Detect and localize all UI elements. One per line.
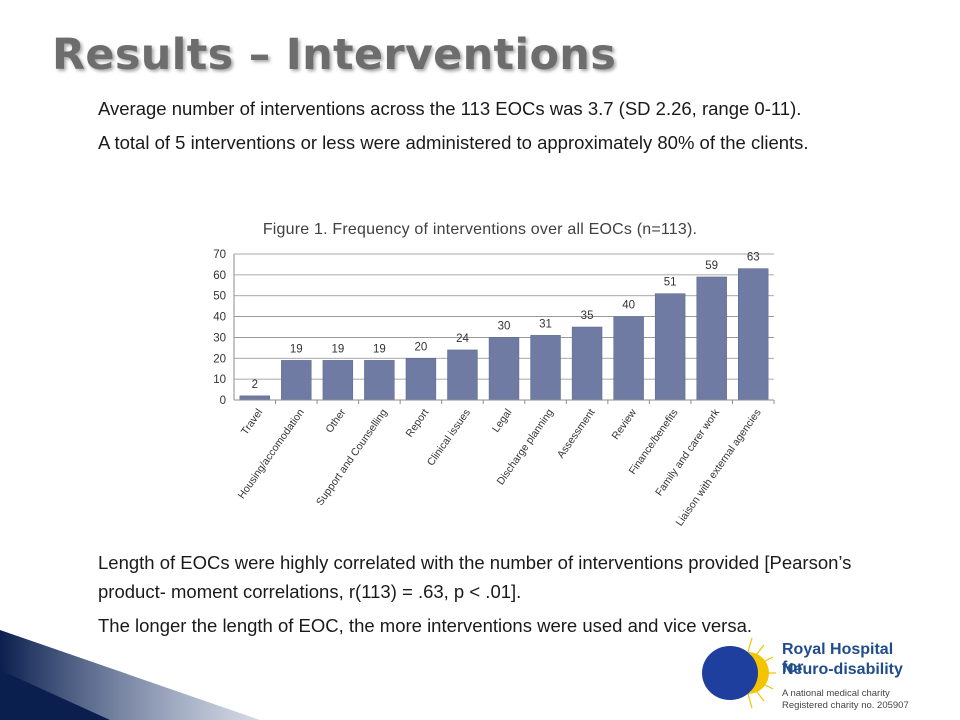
corner-gradient-shape [0,630,260,720]
data-label: 51 [664,277,677,289]
y-tick-label: 50 [213,291,226,303]
data-label: 63 [747,252,760,264]
x-tick-label: Legal [490,407,515,435]
figure-caption: Figure 1. Frequency of interventions ove… [262,221,698,238]
data-label: 59 [705,260,718,272]
corner-decoration [0,630,260,720]
data-label: 19 [290,343,303,355]
bar [364,360,395,401]
y-tick-label: 10 [213,374,226,386]
bullet-text: The longer the length of EOC, the more i… [98,615,753,636]
bar [738,268,769,401]
bar [654,293,686,401]
logo-name-line2: Neuro-disability [782,661,903,678]
top-bullet-list: Average number of interventions across t… [72,94,892,162]
bar [488,337,520,401]
data-label: 19 [373,343,386,355]
bar [696,276,727,401]
bullet-text: A total of 5 interventions or less were … [98,132,809,153]
data-label: 19 [331,343,344,355]
y-tick-label: 30 [213,332,226,344]
data-label: 35 [581,310,594,322]
bar [239,395,270,401]
corner-dark-shape [0,670,110,720]
data-label: 20 [415,341,428,353]
bullet-item: The longer the length of EOC, the more i… [72,611,892,640]
bar-chart: 0102030405060702Travel19Housing/accomoda… [213,249,775,529]
x-tick-label: Other [323,406,348,435]
bottom-bullet-list: Length of EOCs were highly correlated wi… [72,548,892,645]
x-tick-label: Assessment [555,407,598,461]
x-tick-label: Liaison with external agencies [674,407,764,529]
bullet-text: Average number of interventions across t… [98,98,802,119]
y-tick-label: 0 [220,395,226,407]
x-tick-label: Clinical issues [425,407,473,468]
bullet-item: Length of EOCs were highly correlated wi… [72,548,892,606]
data-label: 30 [498,320,511,332]
data-label: 40 [622,300,635,312]
bullet-text: Length of EOCs were highly correlated wi… [98,552,852,602]
data-label: 31 [539,318,552,330]
bullet-item: Average number of interventions across t… [72,94,892,123]
hospital-logo: Royal Hospital for Neuro-disability A na… [696,635,916,715]
y-tick-label: 60 [213,270,226,282]
logo-name-line1: Royal Hospital for [782,641,894,676]
bar [530,335,561,401]
data-label: 2 [252,379,258,391]
bar [322,360,354,401]
y-tick-label: 20 [213,353,226,365]
bullet-item: A total of 5 interventions or less were … [72,128,892,157]
sun-logo-icon [702,637,776,709]
bar [447,349,478,401]
bar [281,360,312,401]
logo-tagline: A national medical charity [782,688,890,699]
bar [571,326,603,401]
data-label: 24 [456,333,469,345]
slide-title: Results – Interventions [52,30,617,80]
bar [613,316,644,401]
logo-charity-number: Registered charity no. 205907 [782,700,909,711]
y-tick-label: 40 [213,312,226,324]
x-tick-label: Support and Counselling [314,407,390,508]
x-tick-label: Review [609,407,639,442]
x-tick-label: Report [403,407,431,440]
y-tick-label: 70 [213,249,226,261]
bar [405,358,437,401]
x-tick-label: Travel [239,407,265,437]
